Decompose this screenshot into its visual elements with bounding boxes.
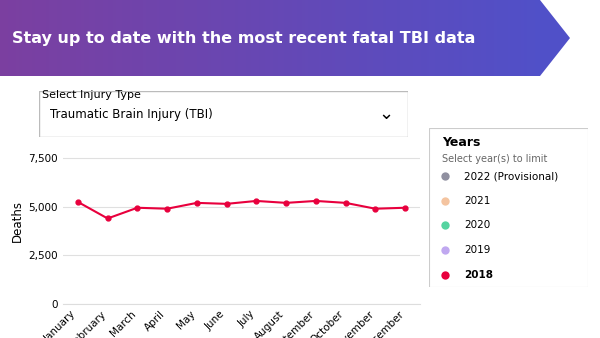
Text: 2018: 2018 (464, 270, 493, 280)
Y-axis label: Deaths: Deaths (11, 200, 25, 242)
FancyBboxPatch shape (429, 128, 588, 287)
Polygon shape (540, 0, 570, 76)
Text: Select Injury Type: Select Injury Type (42, 90, 141, 100)
Text: Years: Years (442, 136, 480, 149)
Text: 2019: 2019 (464, 245, 490, 255)
Text: Traumatic Brain Injury (TBI): Traumatic Brain Injury (TBI) (50, 107, 213, 121)
Text: ⌄: ⌄ (378, 105, 393, 123)
Text: 2021: 2021 (464, 196, 490, 206)
FancyBboxPatch shape (39, 91, 408, 137)
Text: Stay up to date with the most recent fatal TBI data: Stay up to date with the most recent fat… (12, 30, 475, 46)
Text: Select year(s) to limit: Select year(s) to limit (442, 154, 547, 164)
Text: 2020: 2020 (464, 220, 490, 230)
Text: 2022 (Provisional): 2022 (Provisional) (464, 171, 558, 181)
